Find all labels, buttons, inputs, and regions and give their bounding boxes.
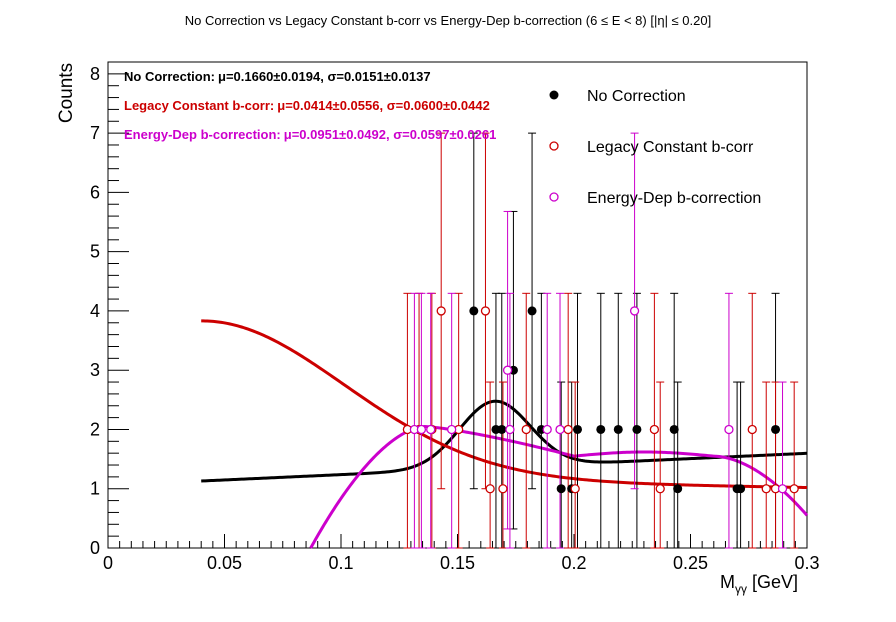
data-point: [555, 424, 565, 435]
data-point: [613, 424, 623, 434]
data-point: [485, 484, 495, 494]
y-tick-label: 0: [90, 538, 100, 558]
x-axis-label-main: M: [720, 572, 735, 592]
data-point: [469, 306, 479, 316]
data-point: [497, 424, 507, 434]
x-tick-label: 0.3: [794, 553, 819, 573]
fit-sep: ,: [386, 127, 393, 142]
x-axis-label: Mγγ [GeV]: [720, 572, 798, 596]
legend-label-no-correction: No Correction: [587, 88, 686, 105]
y-axis-label: Counts: [56, 63, 77, 123]
y-tick-label: 3: [90, 360, 100, 380]
data-point: [632, 424, 642, 434]
fit-sep: ,: [320, 69, 327, 84]
data-point: [736, 484, 746, 494]
fit-sigma-legacy: σ=0.0600±0.0442: [387, 98, 490, 113]
data-point: [480, 306, 491, 316]
x-axis: 0 0.05 0.1 0.15 0.2 0.25 0.3: [103, 534, 820, 573]
chart-title: No Correction vs Legacy Constant b-corr …: [185, 13, 711, 28]
data-point: [447, 424, 457, 435]
x-tick-label: 0.1: [328, 553, 353, 573]
data-point: [556, 484, 566, 494]
data-point: [570, 484, 580, 494]
y-tick-label: 2: [90, 419, 100, 439]
x-tick-label: 0.05: [207, 553, 242, 573]
data-point: [436, 306, 446, 316]
fit-curves: [201, 319, 809, 549]
fit-curve-legacy-constant-b-corr: [201, 319, 808, 490]
fit-results: No Correction: μ=0.1660±0.0194, σ=0.0151±…: [124, 69, 496, 142]
fit-result-legacy: Legacy Constant b-corr: μ=0.0414±0.0556, …: [124, 98, 490, 113]
data-point: [649, 424, 660, 435]
legend-label-energy-dep: Energy-Dep b-correction: [587, 190, 761, 207]
data-point: [761, 484, 771, 494]
data-point: [629, 306, 640, 316]
y-axis: 0 1 2 3 4 5 6 7 8: [90, 64, 129, 558]
data-point: [563, 424, 573, 435]
data-point: [572, 424, 582, 434]
data-point: [502, 365, 513, 375]
data-point: [521, 424, 531, 435]
fit-mu-legacy: μ=0.0414±0.0556: [277, 98, 379, 113]
fit-label-energy-dep: Energy-Dep b-correction:: [124, 127, 281, 142]
fit-sigma-energy-dep: σ=0.0597±0.0261: [393, 127, 496, 142]
fit-mu-no-correction: μ=0.1660±0.0194: [218, 69, 321, 84]
data-point: [724, 424, 734, 435]
y-tick-label: 5: [90, 242, 100, 262]
data-point: [777, 484, 788, 494]
x-tick-label: 0: [103, 553, 113, 573]
fit-curve-energy-dep-b-correction: [309, 424, 809, 549]
data-point: [498, 484, 508, 494]
x-tick-label: 0.15: [440, 553, 475, 573]
fit-sigma-no-correction: σ=0.0151±0.0137: [327, 69, 430, 84]
data-point: [669, 424, 679, 434]
fit-result-energy-dep: Energy-Dep b-correction: μ=0.0951±0.0492,…: [124, 127, 496, 142]
x-tick-label: 0.25: [673, 553, 708, 573]
legend-marker-legacy: [549, 141, 559, 151]
y-tick-label: 4: [90, 301, 100, 321]
y-tick-label: 7: [90, 123, 100, 143]
data-point: [542, 424, 552, 435]
legend: No Correction Legacy Constant b-corr Ene…: [549, 88, 761, 207]
error-bars: [403, 132, 799, 549]
data-markers: [402, 306, 799, 494]
x-tick-label: 0.2: [561, 553, 586, 573]
data-point: [416, 424, 427, 435]
fit-result-no-correction: No Correction: μ=0.1660±0.0194, σ=0.0151±…: [124, 69, 431, 84]
data-point: [789, 484, 799, 494]
data-point: [747, 424, 757, 435]
data-point: [426, 424, 436, 435]
data-point: [505, 424, 515, 435]
data-point: [655, 484, 665, 494]
data-point: [596, 424, 606, 434]
fit-sep: ,: [379, 98, 386, 113]
fit-mu-energy-dep: μ=0.0951±0.0492: [284, 127, 386, 142]
fit-label-no-correction: No Correction:: [124, 69, 215, 84]
legend-label-legacy: Legacy Constant b-corr: [587, 139, 754, 156]
x-axis-label-unit: [GeV]: [747, 572, 798, 592]
fit-label-legacy: Legacy Constant b-corr:: [124, 98, 274, 113]
data-point: [527, 306, 537, 316]
y-tick-label: 6: [90, 182, 100, 202]
data-point: [673, 484, 683, 494]
fit-curve-no-correction: [201, 399, 808, 483]
legend-marker-energy-dep: [549, 192, 559, 202]
y-tick-label: 8: [90, 64, 100, 84]
legend-marker-no-correction: [549, 90, 559, 100]
y-tick-label: 1: [90, 479, 100, 499]
data-point: [771, 424, 781, 434]
x-axis-label-sub: γγ: [735, 582, 747, 596]
